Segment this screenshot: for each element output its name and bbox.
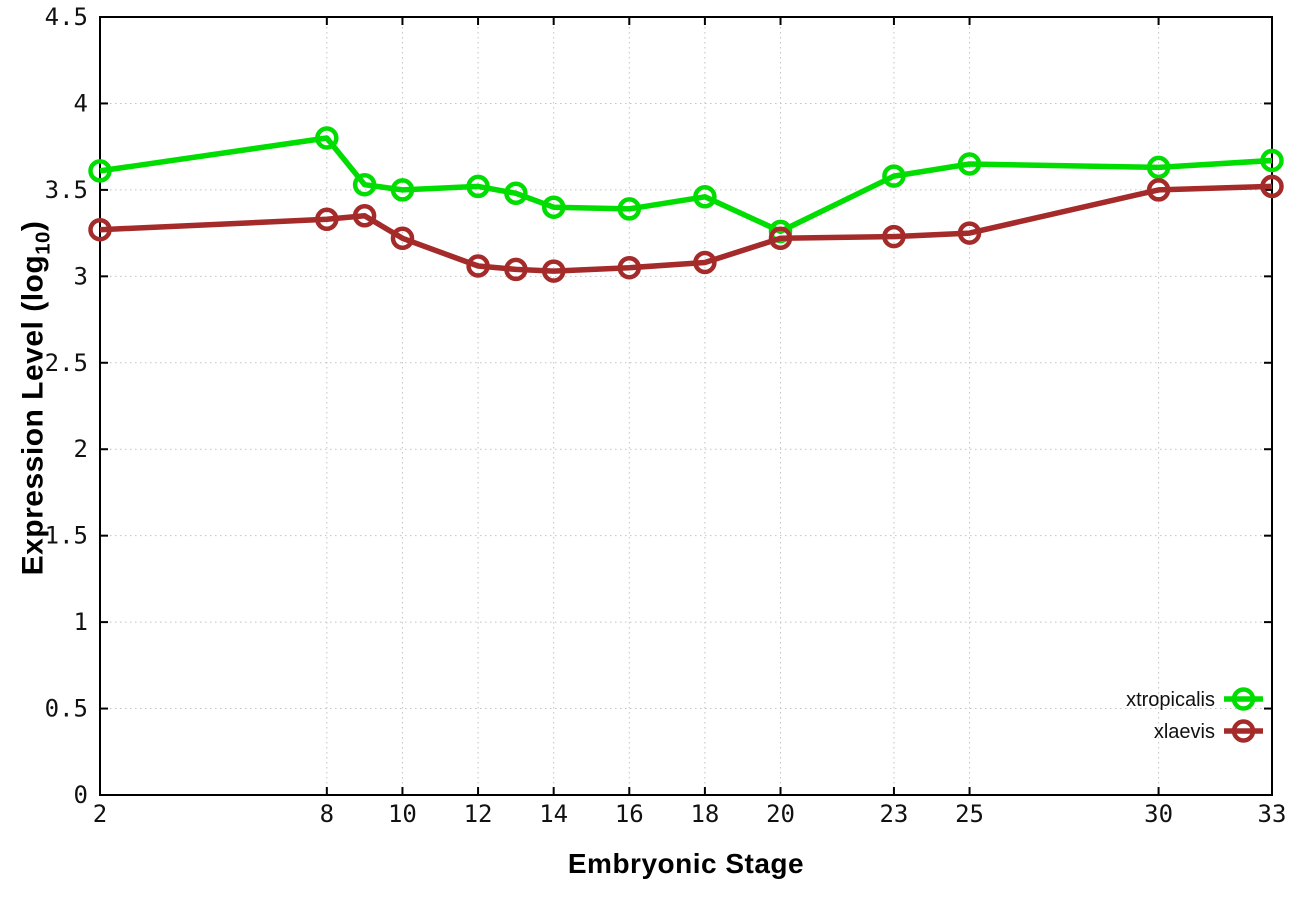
x-tick-label: 10 [388, 800, 417, 828]
data-point-xlaevis-stage-20 [768, 226, 793, 251]
y-tick-label: 2 [74, 435, 88, 463]
x-tick-label: 14 [539, 800, 568, 828]
data-point-xtropicalis-stage-8 [315, 126, 339, 150]
y-tick-label: 0 [74, 781, 88, 809]
y-tick-label: 3.5 [45, 176, 88, 204]
x-axis-title: Embryonic Stage [567, 848, 805, 879]
x-tick-label: 18 [690, 800, 719, 828]
x-tick-label: 2 [93, 800, 107, 828]
data-point-xlaevis-stage-8 [315, 207, 339, 232]
series-line-xtropicalis [99, 135, 1273, 235]
y-axis-title-prefix: Expression Level (log [16, 254, 50, 576]
y-tick-label: 0.5 [45, 695, 88, 723]
data-point-xlaevis-stage-23 [882, 224, 906, 249]
y-axis-title-subscript: 10 [32, 231, 55, 255]
data-point-xlaevis-stage-18 [693, 250, 717, 275]
data-point-xtropicalis-stage-18 [693, 185, 717, 209]
data-point-xlaevis-stage-14 [541, 259, 566, 283]
legend-sample-marker-xlaevis [1231, 719, 1256, 743]
data-point-xtropicalis-stage-30 [1146, 155, 1171, 180]
data-point-xtropicalis-stage-14 [541, 195, 566, 219]
x-tick-label: 33 [1258, 800, 1287, 828]
y-tick-label: 2.5 [45, 349, 88, 377]
data-point-xtropicalis-stage-16 [617, 197, 642, 221]
x-tick-label: 8 [320, 800, 334, 828]
x-tick-label: 23 [879, 800, 908, 828]
data-point-xtropicalis-stage-10 [390, 178, 415, 202]
data-point-xtropicalis-stage-13 [504, 181, 528, 206]
legend-sample-marker-xtropicalis [1231, 687, 1256, 711]
plot-border [99, 16, 1273, 796]
x-tick-label: 16 [615, 800, 644, 828]
x-tick-label: 12 [464, 800, 493, 828]
data-point-xlaevis-stage-9 [352, 204, 377, 228]
data-point-xlaevis-stage-12 [466, 254, 490, 278]
y-tick-label: 4.5 [45, 3, 88, 31]
data-point-xlaevis-stage-30 [1146, 178, 1171, 202]
y-tick-label: 3 [74, 262, 88, 290]
x-tick-label: 25 [955, 800, 984, 828]
x-tick-label: 20 [766, 800, 795, 828]
data-point-xtropicalis-stage-2 [88, 159, 112, 183]
x-tick-label: 30 [1144, 800, 1173, 828]
data-point-xlaevis-stage-33 [1260, 174, 1284, 199]
legend-label-xlaevis: xlaevis [1154, 721, 1215, 743]
legend-label-xtropicalis: xtropicalis [1126, 689, 1215, 711]
data-point-xlaevis-stage-10 [390, 226, 415, 251]
y-axis-title: Expression Level (log10) [17, 221, 56, 576]
data-point-xtropicalis-stage-23 [882, 164, 906, 188]
y-axis-title-suffix: ) [16, 220, 50, 232]
y-tick-label: 1.5 [45, 522, 88, 550]
data-point-xlaevis-stage-16 [617, 255, 642, 280]
data-point-xtropicalis-stage-33 [1260, 148, 1284, 173]
data-point-xtropicalis-stage-12 [466, 174, 490, 199]
data-point-xlaevis-stage-13 [504, 257, 528, 282]
data-point-xtropicalis-stage-25 [957, 152, 982, 176]
data-point-xlaevis-stage-25 [957, 221, 982, 245]
y-tick-label: 1 [74, 608, 88, 636]
data-point-xlaevis-stage-2 [88, 217, 112, 242]
y-tick-label: 4 [74, 89, 88, 117]
data-point-xtropicalis-stage-9 [352, 172, 377, 197]
